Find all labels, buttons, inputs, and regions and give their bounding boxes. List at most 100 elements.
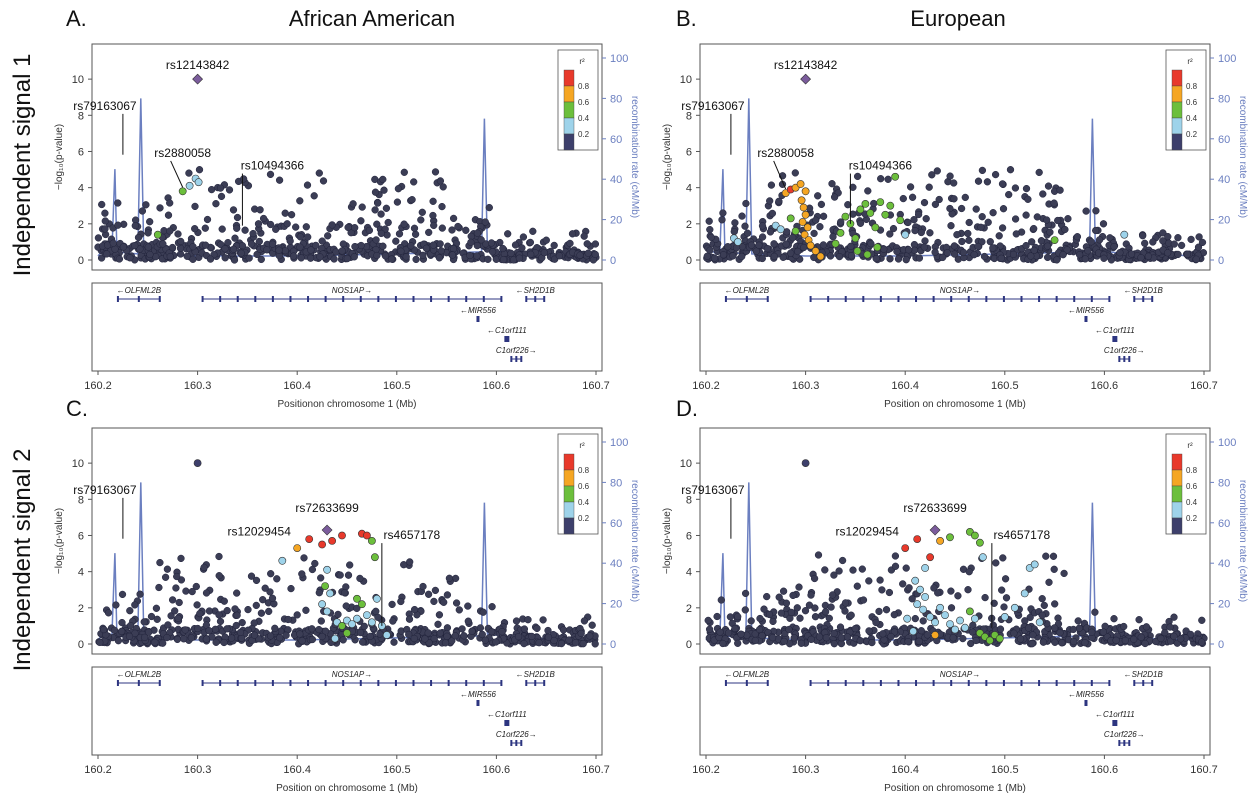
exon-mark — [447, 680, 450, 686]
snp-point — [344, 571, 353, 579]
snp-point — [763, 592, 771, 601]
y-tick-label: 4 — [78, 567, 84, 579]
legend-label: 0.6 — [1186, 482, 1198, 491]
snp-point — [950, 195, 958, 203]
y-tick-label: 10 — [680, 74, 692, 86]
snp-point — [252, 601, 260, 610]
snp-point — [388, 255, 396, 263]
snp-point — [478, 630, 486, 639]
snp-point — [397, 247, 405, 255]
snp-point — [473, 252, 481, 260]
exon-mark — [477, 316, 480, 322]
snp-point — [939, 253, 947, 262]
gene-name: MIR556 — [1076, 690, 1105, 699]
snp-point — [307, 246, 315, 254]
snp-point — [904, 637, 912, 646]
y-tick-label: 10 — [72, 74, 84, 86]
ld-point — [976, 538, 984, 547]
exon-mark — [510, 740, 513, 746]
snp-point — [1016, 635, 1025, 643]
exon-mark — [1118, 356, 1121, 362]
snp-point — [245, 254, 253, 262]
snp-point — [298, 570, 306, 578]
snp-point — [233, 224, 241, 232]
snp-point — [372, 607, 380, 615]
legend-swatch — [563, 117, 575, 135]
snp-point — [990, 599, 998, 607]
snp-point — [1035, 168, 1043, 177]
ld-point — [797, 196, 806, 205]
snp-point — [138, 207, 147, 215]
snp-point — [318, 237, 326, 245]
snp-point — [268, 594, 277, 602]
y2-tick-label: 0 — [610, 255, 616, 267]
gene-label: ←SH2D1B — [516, 286, 556, 295]
y-tick-label: 8 — [78, 494, 84, 506]
exon-mark — [766, 296, 769, 302]
ld-point — [1000, 613, 1009, 621]
snp-point — [256, 206, 264, 214]
snp-point — [177, 237, 185, 246]
snp-point — [161, 573, 170, 581]
y2-tick-label: 0 — [1218, 255, 1224, 267]
exon-mark — [505, 336, 508, 342]
snp-point — [999, 554, 1007, 562]
snp-point — [588, 621, 596, 629]
exon-mark — [1142, 680, 1145, 686]
snp-point — [312, 241, 320, 250]
snp-point — [302, 223, 310, 231]
ld-point — [901, 230, 910, 239]
snp-point — [175, 598, 183, 607]
ld-point — [916, 585, 924, 594]
snp-point — [315, 169, 323, 177]
exon-mark — [1020, 296, 1023, 302]
legend-label: 0.4 — [1186, 498, 1198, 507]
legend-title: r² — [1187, 441, 1193, 450]
snp-point — [926, 229, 934, 237]
gene-label: ←OLFML2B — [117, 286, 162, 295]
snp-point — [131, 601, 139, 609]
exon-mark — [271, 296, 274, 302]
snp-point — [220, 597, 228, 605]
snp-point — [195, 166, 204, 174]
gene-label: ←C1orf111 — [1095, 710, 1135, 719]
snp-point — [872, 254, 880, 263]
exon-mark — [1038, 296, 1041, 302]
x-tick-label: 160.7 — [582, 764, 610, 776]
exon-mark — [525, 296, 528, 302]
y2-axis-label: recombination rate (cM/Mb) — [629, 96, 640, 218]
snp-point — [217, 192, 226, 201]
x-axis-label: Position on chromosome 1 (Mb) — [276, 783, 418, 794]
snp-point — [374, 199, 382, 207]
snp-point — [201, 241, 210, 249]
ld-point — [318, 600, 326, 609]
snp-point — [266, 632, 275, 640]
snp-point — [853, 172, 862, 181]
exon-mark — [507, 720, 510, 726]
snp-point — [317, 574, 325, 582]
y2-tick-label: 40 — [610, 174, 622, 186]
snp-point — [177, 554, 185, 563]
exon-mark — [1128, 740, 1131, 746]
legend-label: 0.8 — [578, 466, 590, 475]
snp-point — [777, 609, 786, 617]
y2-axis-label: recombination rate (cM/Mb) — [1237, 480, 1248, 602]
snp-point — [273, 575, 281, 583]
snp-point — [947, 604, 956, 612]
exon-mark — [500, 680, 503, 686]
snp-point — [844, 201, 852, 209]
snp-point — [917, 228, 925, 237]
snp-point — [205, 627, 213, 635]
snp-point — [430, 221, 438, 230]
exon-mark — [897, 680, 900, 686]
snp-point — [389, 617, 397, 625]
snp-point — [1092, 207, 1100, 215]
snp-point — [1046, 228, 1054, 236]
panel-letter: A. — [66, 6, 87, 31]
snp-label: rs79163067 — [681, 99, 745, 113]
y-tick-label: 6 — [686, 530, 692, 542]
snp-point — [275, 246, 283, 254]
exon-mark — [289, 680, 292, 686]
exon-mark — [116, 680, 119, 686]
x-tick-label: 160.3 — [792, 764, 820, 776]
